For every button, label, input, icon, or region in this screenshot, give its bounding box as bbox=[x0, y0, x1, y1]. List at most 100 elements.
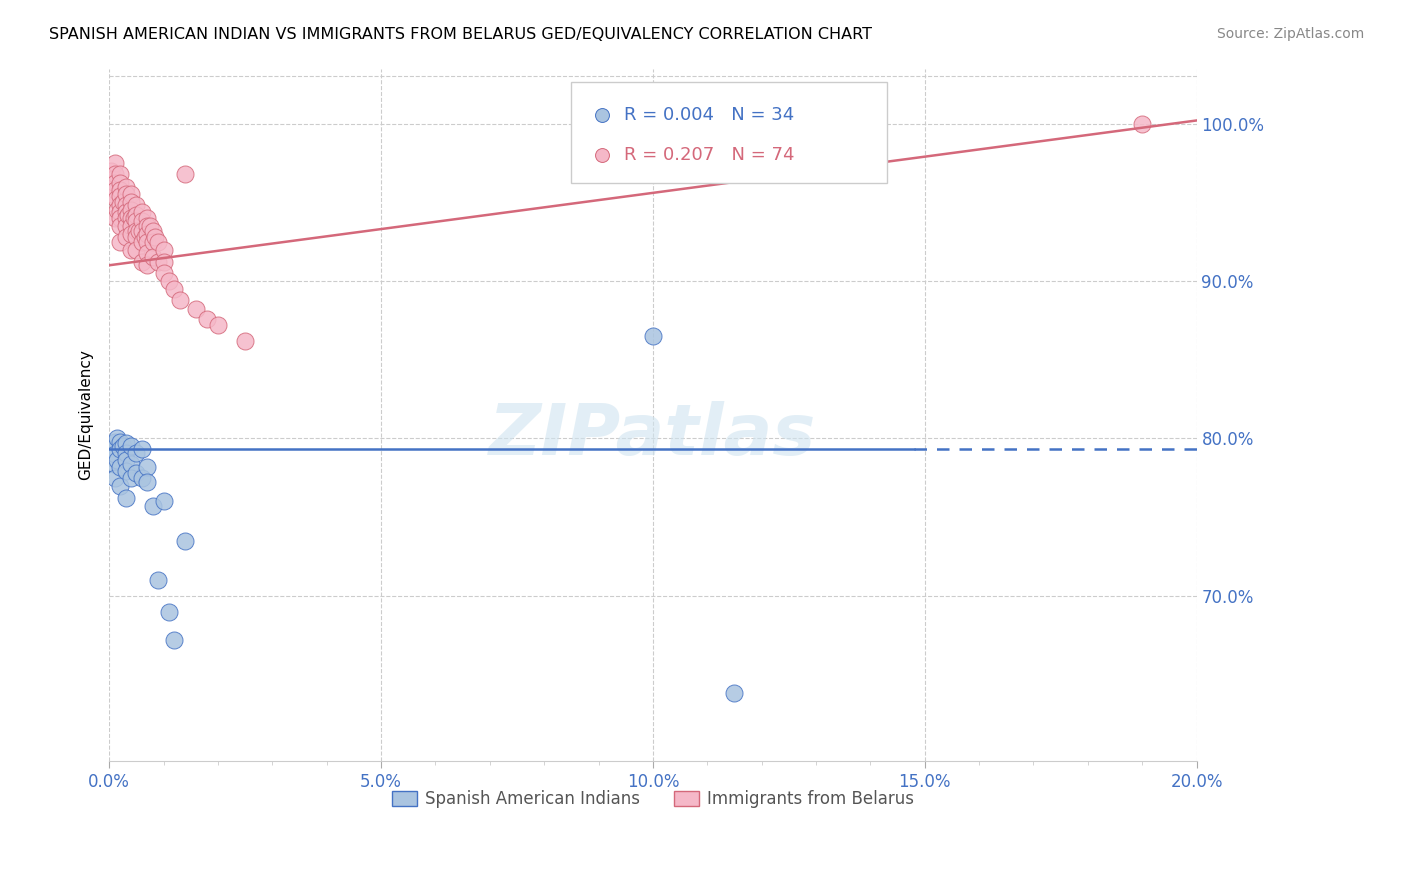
Point bbox=[120, 187, 142, 202]
Point bbox=[146, 573, 169, 587]
Point bbox=[114, 445, 136, 459]
Point bbox=[120, 227, 142, 241]
Point bbox=[114, 198, 136, 212]
Point bbox=[142, 235, 165, 249]
Point bbox=[108, 167, 131, 181]
Point bbox=[122, 211, 145, 225]
Point bbox=[131, 442, 153, 457]
Point bbox=[136, 459, 159, 474]
Point bbox=[117, 208, 139, 222]
Point bbox=[108, 459, 131, 474]
Point bbox=[104, 156, 127, 170]
Point bbox=[195, 311, 218, 326]
Point bbox=[125, 214, 148, 228]
Point bbox=[157, 274, 180, 288]
Point bbox=[169, 293, 191, 307]
Point bbox=[163, 282, 186, 296]
Point bbox=[114, 453, 136, 467]
Point bbox=[120, 219, 142, 233]
Point bbox=[111, 195, 134, 210]
Point bbox=[136, 227, 159, 241]
Y-axis label: GED/Equivalency: GED/Equivalency bbox=[79, 350, 93, 480]
Point bbox=[125, 224, 148, 238]
Point bbox=[108, 183, 131, 197]
Point bbox=[103, 457, 125, 471]
FancyBboxPatch shape bbox=[571, 82, 887, 183]
Point bbox=[207, 318, 229, 332]
Point bbox=[104, 471, 127, 485]
Point bbox=[125, 243, 148, 257]
Point bbox=[104, 211, 127, 225]
Point bbox=[136, 475, 159, 490]
Point bbox=[105, 203, 128, 218]
Point bbox=[723, 686, 745, 700]
Point bbox=[101, 171, 124, 186]
Point bbox=[163, 632, 186, 647]
Point bbox=[111, 439, 134, 453]
Point bbox=[100, 164, 122, 178]
Text: ZIPatlas: ZIPatlas bbox=[489, 401, 817, 470]
Point bbox=[114, 491, 136, 506]
Point bbox=[152, 266, 174, 280]
Point bbox=[128, 224, 150, 238]
Point bbox=[152, 243, 174, 257]
Point bbox=[152, 255, 174, 269]
Point bbox=[131, 255, 153, 269]
Point bbox=[120, 195, 142, 210]
Point bbox=[104, 183, 127, 197]
Point bbox=[131, 214, 153, 228]
Point bbox=[125, 230, 148, 244]
Point bbox=[142, 499, 165, 513]
Legend: Spanish American Indians, Immigrants from Belarus: Spanish American Indians, Immigrants fro… bbox=[385, 784, 921, 815]
Point bbox=[108, 442, 131, 457]
Point bbox=[136, 211, 159, 225]
Point bbox=[105, 431, 128, 445]
Point bbox=[131, 235, 153, 249]
Point bbox=[134, 230, 156, 244]
Point bbox=[120, 203, 142, 218]
Point bbox=[131, 204, 153, 219]
Point bbox=[114, 465, 136, 479]
Point bbox=[233, 334, 256, 348]
Text: Source: ZipAtlas.com: Source: ZipAtlas.com bbox=[1216, 27, 1364, 41]
Point bbox=[101, 442, 124, 457]
Point bbox=[108, 434, 131, 449]
Point bbox=[136, 245, 159, 260]
Point bbox=[120, 243, 142, 257]
Text: SPANISH AMERICAN INDIAN VS IMMIGRANTS FROM BELARUS GED/EQUIVALENCY CORRELATION C: SPANISH AMERICAN INDIAN VS IMMIGRANTS FR… bbox=[49, 27, 872, 42]
Point bbox=[120, 211, 142, 225]
Point bbox=[114, 211, 136, 225]
Point bbox=[108, 219, 131, 233]
Point bbox=[104, 447, 127, 461]
Point bbox=[120, 439, 142, 453]
Point bbox=[125, 198, 148, 212]
Point bbox=[131, 471, 153, 485]
Point bbox=[152, 494, 174, 508]
Point bbox=[136, 235, 159, 249]
Point bbox=[101, 187, 124, 202]
Point bbox=[1130, 117, 1153, 131]
Point bbox=[146, 255, 169, 269]
Point bbox=[105, 192, 128, 206]
Point bbox=[104, 177, 127, 191]
Point bbox=[142, 251, 165, 265]
Point bbox=[146, 235, 169, 249]
Point bbox=[108, 204, 131, 219]
Point bbox=[108, 235, 131, 249]
Point bbox=[104, 434, 127, 449]
Point bbox=[114, 179, 136, 194]
Point bbox=[114, 204, 136, 219]
Point bbox=[131, 224, 153, 238]
Text: R = 0.004   N = 34: R = 0.004 N = 34 bbox=[624, 106, 794, 124]
Point bbox=[125, 445, 148, 459]
Point bbox=[108, 478, 131, 492]
Point bbox=[142, 224, 165, 238]
Point bbox=[114, 219, 136, 233]
Point bbox=[125, 466, 148, 480]
Point bbox=[108, 177, 131, 191]
Point bbox=[108, 189, 131, 203]
Point bbox=[114, 187, 136, 202]
Point bbox=[114, 436, 136, 450]
Text: R = 0.207   N = 74: R = 0.207 N = 74 bbox=[624, 146, 794, 164]
Point bbox=[125, 208, 148, 222]
